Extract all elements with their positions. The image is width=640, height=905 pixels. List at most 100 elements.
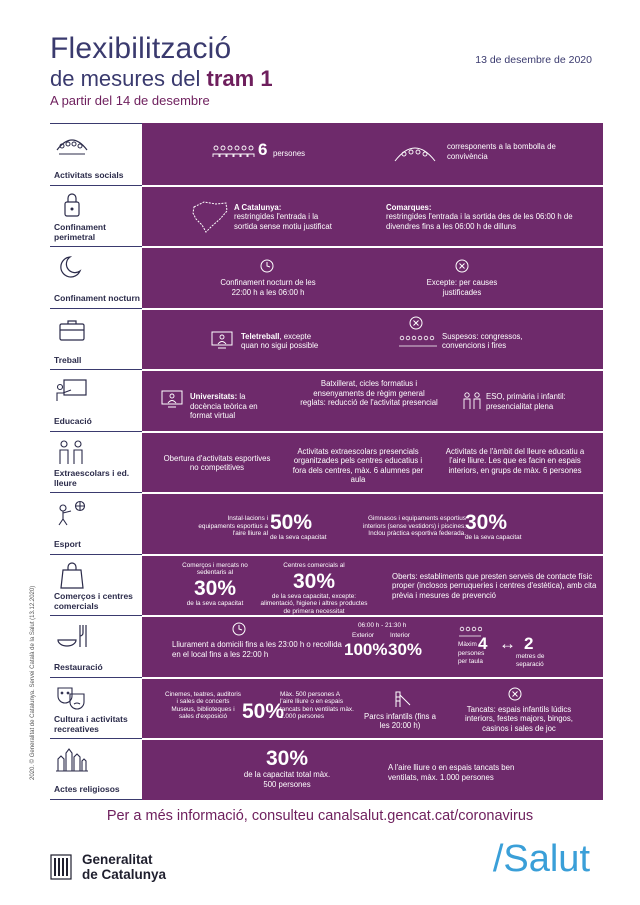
exterior-pct: 100% (344, 640, 388, 659)
row-content: Universitats: la docència teòrica en for… (142, 369, 603, 431)
tancats-text: Tancats: espais infantils lúdics interio… (465, 704, 573, 733)
label-cell: Cultura i activitats recreatives (50, 676, 142, 739)
label-cell: Actes religiosos (50, 738, 142, 800)
comercos-c1-pct: 30% (193, 576, 237, 600)
row-cultura: Cultura i activitats recreatives Cinemes… (50, 676, 603, 739)
nocturn-text: Confinament nocturn de les 22:00 h a les… (220, 278, 316, 297)
restauracio-hours: 06:00 h - 21:30 h (358, 622, 407, 629)
title-accent: tram 1 (206, 66, 273, 91)
children-icon (460, 391, 484, 411)
parcs-text: Parcs infantils (fins a les 20:00 h) (364, 711, 436, 731)
comercos-c1-sub: de la seva capacitat (186, 599, 244, 607)
comercos-c2-sub: de la seva capacitat, excepte: alimentac… (260, 592, 368, 615)
esport-outdoor-text: Instal·lacions i equipaments esportius a… (198, 515, 268, 538)
exterior-label: Exterior (352, 632, 375, 639)
slide-icon (392, 689, 412, 709)
interior-label: Interior (390, 632, 410, 639)
label-cell: Confinament nocturn (50, 246, 142, 308)
universitats-bold: Universitats: (190, 392, 238, 401)
label-cell: Restauració (50, 615, 142, 677)
catalonia-map-icon (190, 199, 230, 235)
x-circle-icon (409, 316, 423, 330)
lock-icon (54, 192, 90, 220)
page-title: Flexibilització (50, 32, 232, 65)
video-class-icon (160, 389, 184, 409)
row-confinament-nocturn: Confinament nocturn Confinament nocturn … (50, 246, 603, 308)
religiosos-pct: 30% (265, 747, 309, 770)
more-info-link[interactable]: Per a més informació, consulteu canalsal… (106, 808, 534, 824)
row-activitats-socials: Activitats socials 6 persones correspone… (50, 123, 603, 185)
separation-arrow: ↔ (499, 634, 516, 653)
title-pre: de mesures del (50, 66, 207, 91)
measures-table: Activitats socials 6 persones correspone… (50, 123, 603, 800)
generalitat-name: Generalitat de Catalunya (82, 852, 166, 882)
group-count-unit: persones (273, 149, 306, 158)
row-label: Treball (54, 354, 82, 365)
max-sub: persones per taula (458, 650, 485, 665)
cultura-limits: Màx. 500 persones A l'aire lliure o en e… (280, 690, 354, 721)
computer-icon (210, 330, 234, 350)
label-cell: Confinament perimetral (50, 184, 142, 247)
esport-indoor-sub: de la seva capacitat (465, 534, 522, 541)
eso-text: ESO, primària i infantil: presencialitat… (486, 392, 566, 411)
temple-icon (54, 745, 90, 773)
x-circle-icon (508, 687, 522, 701)
comercos-c2-text: Centres comercials al (283, 561, 345, 569)
comercos-c3: Oberts: establiments que presten serveis… (392, 571, 597, 600)
publication-date: 13 de desembre de 2020 (475, 54, 592, 66)
row-label: Restauració (54, 662, 103, 672)
catalunya-text: restringides l'entrada i la sortida sens… (234, 212, 332, 231)
comarques-title: Comarques: (386, 202, 432, 212)
title-block: Flexibilització de mesures del tram 1 A … (50, 34, 273, 109)
teletreball-text: Teletreball, excepte quan no sigui possi… (241, 332, 325, 351)
comercos-c1-text: Comerços i mercats no sedentaris al (182, 561, 248, 577)
catalunya-block: A Catalunya: restringides l'entrada i la … (234, 203, 334, 232)
comercos-c2-pct: 30% (292, 569, 336, 593)
row-label: Confinament perimetral (54, 222, 106, 242)
row-educacio: Educació Universitats: la docència teòri… (50, 369, 603, 431)
nocturn-except: Excepte: per causes justificades (426, 278, 498, 297)
comarques-block: Comarques: restringides l'entrada i la so… (386, 203, 598, 232)
briefcase-icon (54, 315, 90, 343)
table-people-icon (458, 626, 482, 640)
row-content: Teletreball, excepte quan no sigui possi… (142, 307, 603, 369)
label-cell: Educació (50, 369, 142, 431)
row-label: Actes religiosos (54, 784, 120, 794)
group-people-icon (54, 130, 90, 158)
row-label: Educació (54, 416, 92, 426)
suspesos-text: Suspesos: congressos, convencions i fire… (442, 331, 523, 351)
row-religiosos: Actes religiosos 30% de la capacitat tot… (50, 738, 603, 800)
teletreball-bold: Teletreball (241, 331, 280, 341)
label-cell: Activitats socials (50, 123, 142, 185)
row-label: Comerços i centres comercials (54, 591, 133, 611)
label-cell: Esport (50, 492, 142, 554)
row-esport: Esport Instal·lacions i equipaments espo… (50, 492, 603, 554)
audience-icon (398, 334, 438, 348)
row-label: Activitats socials (54, 170, 124, 180)
bubble-text: corresponents a la bombolla de convivènc… (447, 142, 556, 161)
extra-col1: Obertura d'activitats esportives no comp… (163, 453, 271, 473)
label-cell: Extraescolars i ed. lleure (50, 430, 142, 493)
people-icon (212, 143, 256, 159)
teacher-board-icon (54, 376, 90, 404)
comarques-text: restringides l'entrada i la sortida des … (386, 212, 573, 231)
page-title-line2: de mesures del tram 1 (50, 66, 273, 92)
generalitat-line1: Generalitat (82, 852, 153, 867)
row-label: Extraescolars i ed. lleure (54, 468, 130, 488)
row-treball: Treball Teletreball, excepte quan no sig… (50, 307, 603, 370)
esport-outdoor-sub: de la seva capacitat (270, 534, 327, 541)
label-cell: Treball (50, 307, 142, 370)
copyright-credit: 2020. © Generalitat de Catalunya. Servei… (30, 585, 36, 780)
salut-logo: /Salut (492, 838, 590, 880)
universitats-text: Universitats: la docència teòrica en for… (190, 392, 276, 421)
label-cell: Comerços i centres comercials (50, 553, 142, 616)
separation-sub: metres de separació (516, 653, 545, 668)
catalunya-title: A Catalunya: (234, 202, 282, 212)
row-content: A Catalunya: restringides l'entrada i la … (142, 184, 603, 246)
row-content: Obertura d'activitats esportives no comp… (142, 430, 603, 492)
row-confinament-perimetral: Confinament perimetral A Catalunya: restr… (50, 184, 603, 247)
restauracio-text: Lliurament a domicili fins a les 23:00 h… (172, 640, 342, 659)
page-subtitle: A partir del 14 de desembre (50, 93, 210, 108)
extra-col3: Activitats de l'àmbit del lleure educati… (445, 446, 585, 475)
row-content: Cinemes, teatres, auditoris i sales de c… (142, 676, 603, 738)
